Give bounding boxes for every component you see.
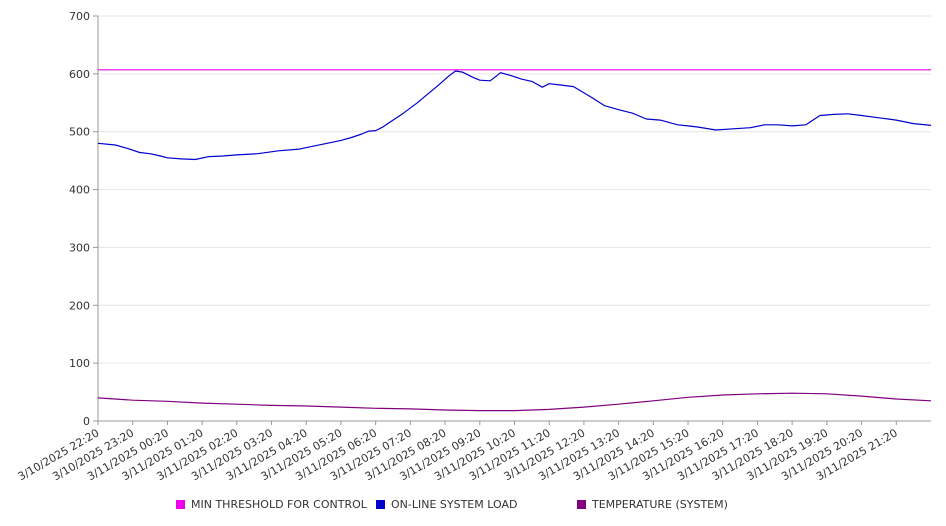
y-tick-label: 100: [69, 357, 90, 370]
y-axis-tick-labels: 0 100 200 300 400 500 600 700: [69, 10, 90, 428]
legend: MIN THRESHOLD FOR CONTROL ON-LINE SYSTEM …: [0, 498, 946, 514]
axes: [93, 15, 931, 425]
legend-item: MIN THRESHOLD FOR CONTROL: [176, 498, 367, 511]
series-line-1: [97, 70, 932, 161]
series-line-2: [97, 392, 932, 412]
legend-swatch: [376, 500, 385, 509]
legend-label: ON-LINE SYSTEM LOAD: [391, 498, 518, 511]
y-tick-label: 600: [69, 68, 90, 81]
y-tick-label: 300: [69, 241, 90, 254]
y-tick-label: 700: [69, 10, 90, 23]
x-axis-tick-labels: 3/10/2025 22:203/10/2025 23:203/11/2025 …: [16, 426, 900, 483]
legend-swatch: [577, 500, 586, 509]
legend-label: TEMPERATURE (SYSTEM): [592, 498, 728, 511]
y-tick-label: 200: [69, 299, 90, 312]
grid-lines: [98, 15, 931, 364]
legend-swatch: [176, 500, 185, 509]
y-tick-label: 500: [69, 126, 90, 139]
y-tick-label: 400: [69, 184, 90, 197]
legend-label: MIN THRESHOLD FOR CONTROL: [191, 498, 367, 511]
series-lines: [97, 69, 932, 412]
legend-item: ON-LINE SYSTEM LOAD: [376, 498, 517, 511]
y-tick-label: 0: [83, 415, 90, 428]
legend-item: TEMPERATURE (SYSTEM): [577, 498, 728, 511]
